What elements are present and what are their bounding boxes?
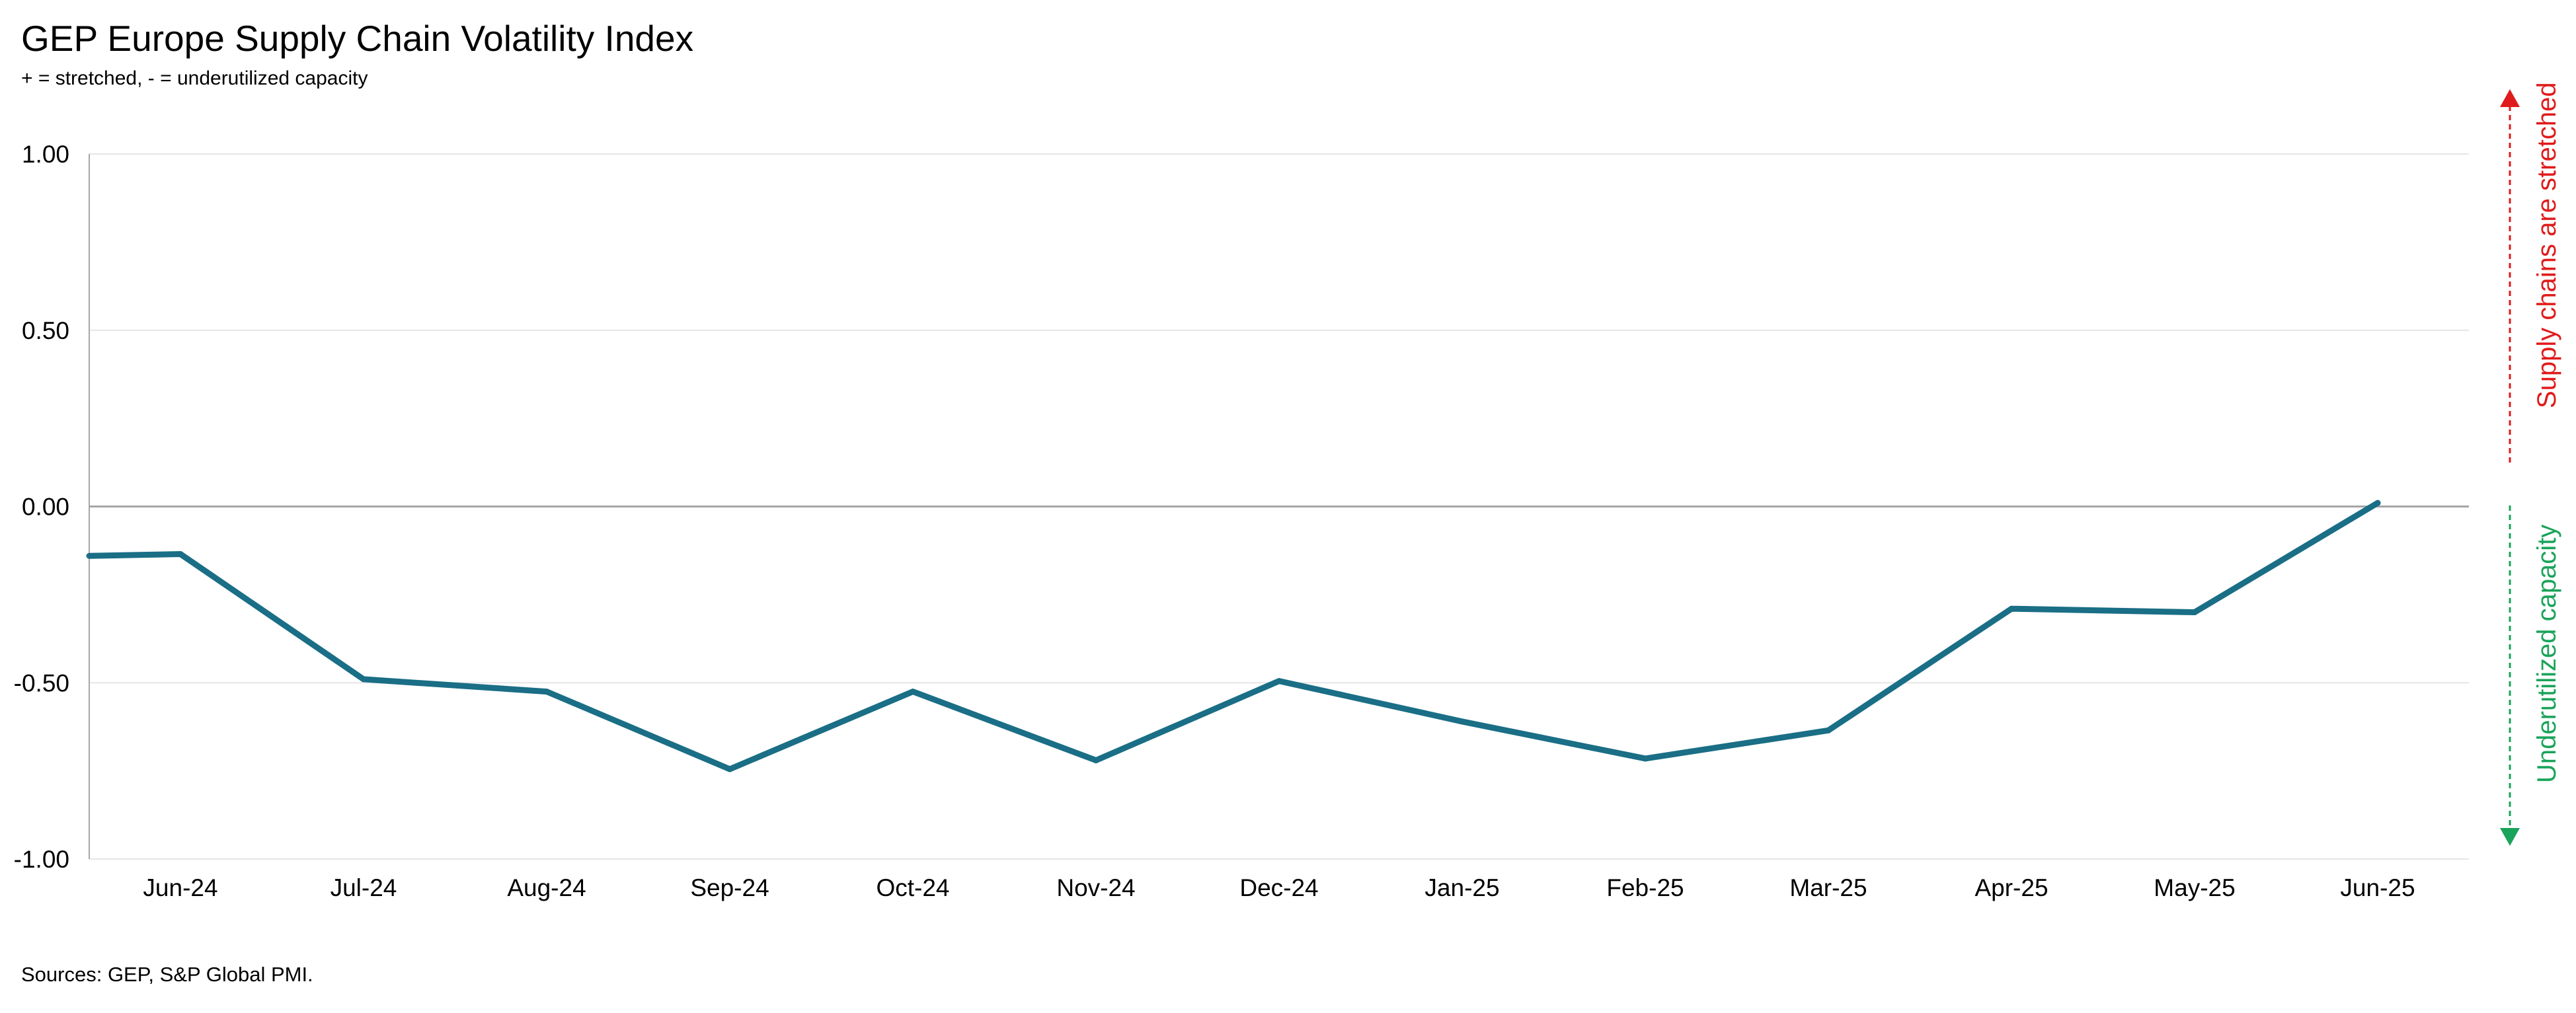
underutilized-annotation: Underutilized capacity [2500,506,2561,846]
series-line [86,500,2381,772]
x-tick-label: Apr-25 [1974,874,2048,901]
data-point [1276,678,1282,685]
data-point [543,689,550,695]
data-point [1825,727,1832,733]
data-point [360,676,367,683]
y-tick-labels: 1.00 0.50 0.00 -0.50 -1.00 [14,141,69,873]
data-point [1642,755,1649,762]
data-point [2008,605,2015,612]
y-tick-label: 1.00 [22,141,69,168]
data-point [2191,609,2198,616]
data-point [1459,718,1465,725]
chart-title: GEP Europe Supply Chain Volatility Index [21,18,693,59]
x-tick-label: Jun-24 [143,874,217,901]
data-point [2374,500,2381,506]
y-tick-label: 0.00 [22,494,69,521]
x-tick-label: Jun-25 [2340,874,2415,901]
up-arrow-icon [2500,89,2520,107]
down-arrow-icon [2500,828,2520,846]
x-tick-label: Dec-24 [1239,874,1318,901]
data-point [726,766,733,772]
x-tick-label: Jul-24 [331,874,397,901]
x-tick-label: Jan-25 [1425,874,1499,901]
stretched-annotation: Supply chains are stretched [2500,82,2561,463]
x-tick-labels: Jun-24 Jul-24 Aug-24 Sep-24 Oct-24 Nov-24 Dec-… [143,874,2415,901]
chart-subtitle: + = stretched, - = underutilized capacit… [21,67,368,89]
underutilized-label: Underutilized capacity [2532,525,2561,783]
x-tick-label: Oct-24 [876,874,949,901]
x-tick-label: Aug-24 [507,874,586,901]
data-point [177,551,184,558]
x-tick-label: Mar-25 [1789,874,1867,901]
x-tick-label: Feb-25 [1606,874,1684,901]
y-tick-label: 0.50 [22,317,69,344]
data-point [910,689,916,695]
x-tick-label: Nov-24 [1056,874,1135,901]
x-tick-label: May-25 [2154,874,2235,901]
y-tick-label: -1.00 [14,846,69,873]
gridlines [89,153,2469,860]
x-tick-label: Sep-24 [690,874,769,901]
series-index [86,500,2381,772]
data-point [1093,757,1099,764]
stretched-label: Supply chains are stretched [2532,82,2561,408]
y-tick-label: -0.50 [14,669,69,696]
source-note: Sources: GEP, S&P Global PMI. [21,963,313,986]
